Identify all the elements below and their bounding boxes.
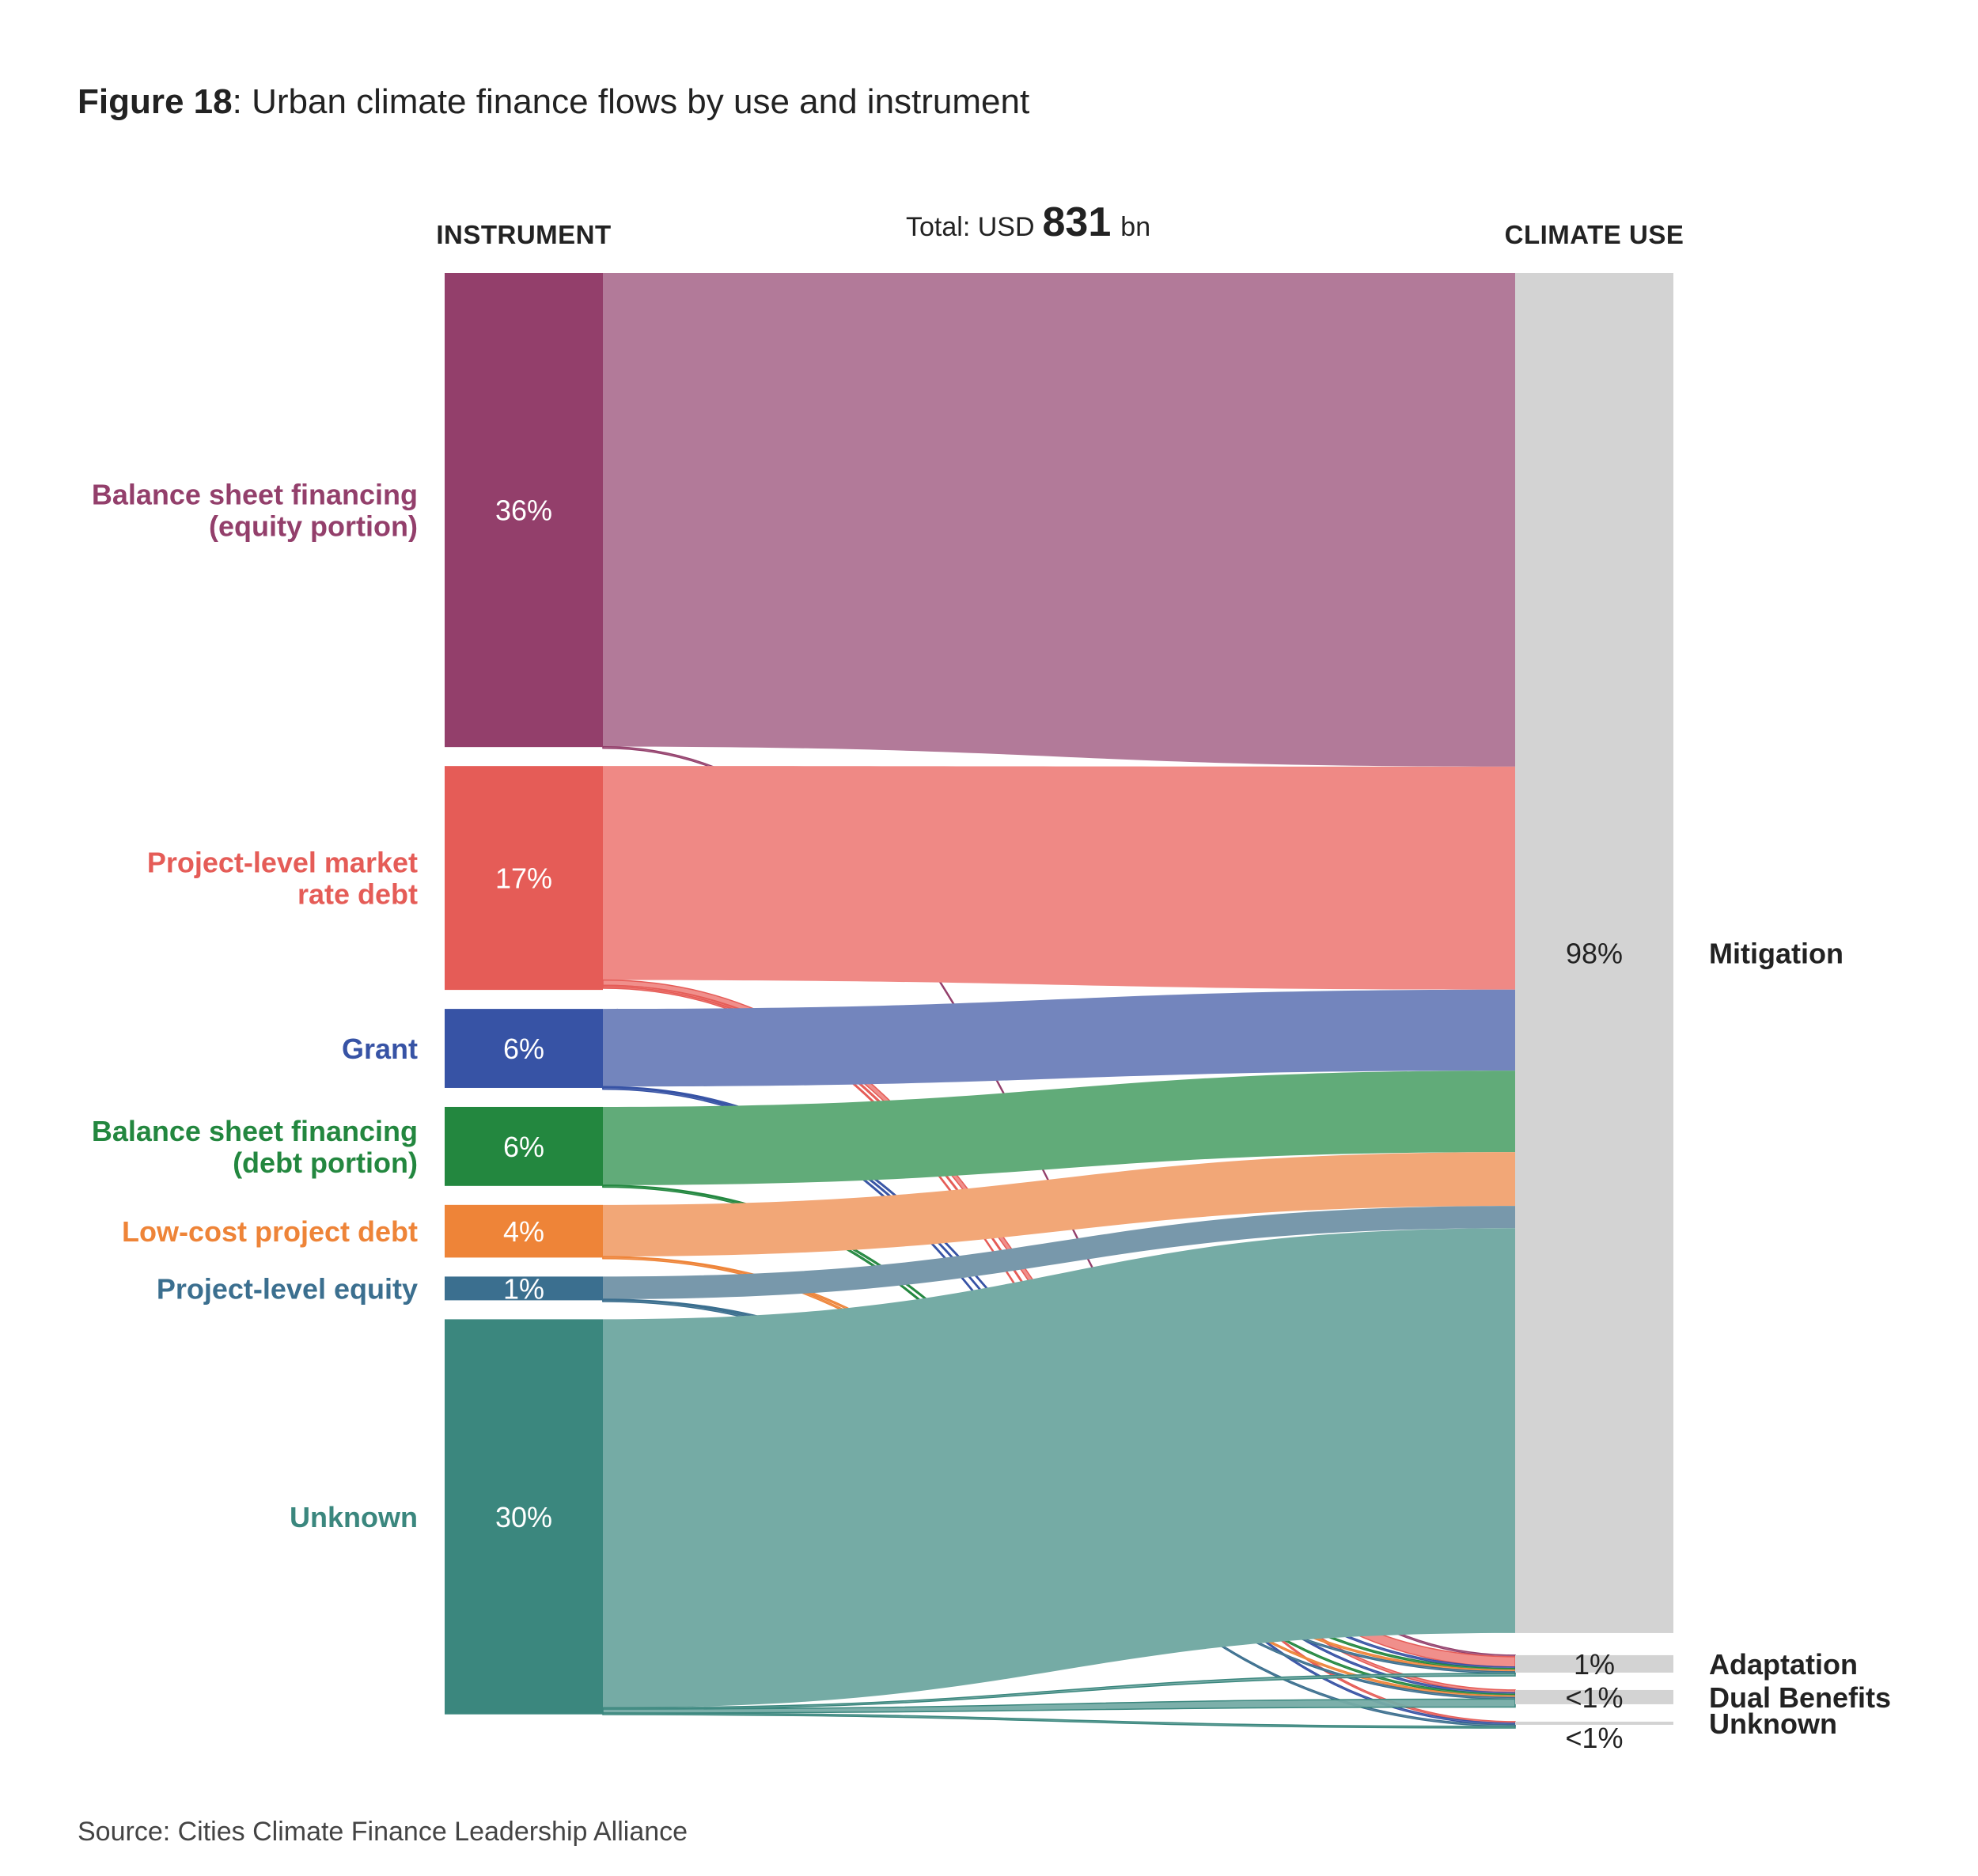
node-pl_equity-label-line: Project-level equity xyxy=(157,1272,418,1305)
climate-use-header: CLIMATE USE xyxy=(1505,220,1684,249)
link-grant-to-mitigation xyxy=(603,989,1515,1087)
node-dual_benefits-label: Dual Benefits xyxy=(1709,1681,1891,1714)
source-note: Source: Cities Climate Finance Leadershi… xyxy=(78,1817,688,1847)
node-adaptation-label: Adaptation xyxy=(1709,1648,1858,1681)
node-unknown_use-pct: <1% xyxy=(1565,1722,1623,1754)
node-bsf_equity xyxy=(445,273,603,748)
link-unknown_src-to-dual_benefits xyxy=(602,1698,1516,1714)
node-pl_market_debt-label-line: Project-level market xyxy=(147,847,418,879)
node-adaptation-pct: 1% xyxy=(1574,1648,1615,1681)
node-unknown_src-label-line: Unknown xyxy=(290,1501,418,1533)
link-unknown_src-to-adaptation xyxy=(602,1673,1516,1711)
total-prefix: Total: xyxy=(906,212,978,242)
total-unit: bn xyxy=(1120,212,1150,242)
node-bsf_debt-label-line: Balance sheet financing xyxy=(92,1115,418,1147)
node-bsf_equity-pct: 36% xyxy=(495,495,552,527)
link-bsf_debt-to-mitigation xyxy=(603,1071,1515,1185)
node-unknown_use-label: Unknown xyxy=(1709,1707,1837,1740)
instrument-header: INSTRUMENT xyxy=(436,220,611,249)
node-adaptation xyxy=(1515,1654,1673,1673)
node-pl_equity-pct: 1% xyxy=(503,1272,544,1305)
node-bsf_debt-label-line: (debt portion) xyxy=(233,1146,418,1179)
node-low_cost_debt-label-line: Low-cost project debt xyxy=(122,1215,418,1248)
node-unknown_src xyxy=(445,1319,603,1715)
link-low_cost_debt-to-mitigation xyxy=(603,1152,1515,1257)
node-unknown_src-pct: 30% xyxy=(495,1501,552,1533)
node-grant xyxy=(445,1009,603,1088)
node-mitigation-pct: 98% xyxy=(1566,937,1623,969)
sankey-links xyxy=(602,273,1516,1729)
link-unknown_src-to-mitigation xyxy=(603,1228,1515,1708)
node-dual_benefits xyxy=(1515,1689,1673,1704)
node-low_cost_debt-pct: 4% xyxy=(503,1215,544,1248)
node-pl_equity xyxy=(445,1276,603,1301)
figure-title: Figure 18: Urban climate finance flows b… xyxy=(78,82,1029,122)
node-bsf_equity-label-line: Balance sheet financing xyxy=(92,479,418,511)
total-currency: USD xyxy=(978,212,1035,242)
link-pl_equity-to-mitigation xyxy=(603,1206,1515,1299)
total-label: Total: USD 831 bn xyxy=(906,199,1150,245)
link-pl_market_debt-to-mitigation xyxy=(603,766,1515,990)
node-low_cost_debt xyxy=(445,1204,603,1258)
node-pl_market_debt xyxy=(445,766,603,991)
node-bsf_debt xyxy=(445,1106,603,1186)
node-unknown_use xyxy=(1515,1721,1673,1725)
total-value: 831 xyxy=(1043,199,1112,245)
node-mitigation-label: Mitigation xyxy=(1709,937,1843,969)
node-mitigation xyxy=(1515,273,1673,1633)
figure-title-text: : Urban climate finance flows by use and… xyxy=(232,82,1030,121)
node-pl_market_debt-label-line: rate debt xyxy=(297,878,418,911)
node-grant-label-line: Grant xyxy=(342,1033,418,1065)
link-unknown_src-to-unknown_use xyxy=(602,1712,1516,1729)
link-bsf_equity-to-mitigation xyxy=(603,273,1515,767)
node-pl_market_debt-pct: 17% xyxy=(495,862,552,895)
node-grant-pct: 6% xyxy=(503,1033,544,1065)
node-bsf_equity-label-line: (equity portion) xyxy=(209,510,418,543)
figure-number: Figure 18 xyxy=(78,82,233,121)
node-dual_benefits-pct: <1% xyxy=(1565,1681,1623,1714)
node-bsf_debt-pct: 6% xyxy=(503,1131,544,1163)
sankey-nodes: 36%Balance sheet financing(equity portio… xyxy=(92,273,1891,1754)
